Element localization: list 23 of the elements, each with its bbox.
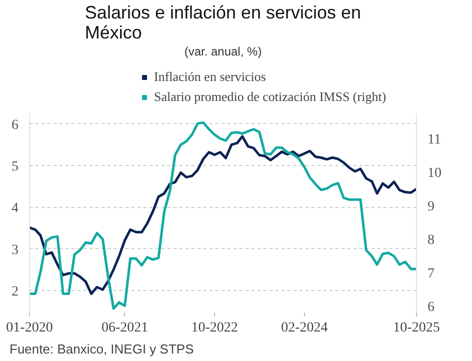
- y2-tick-label: 10: [428, 166, 442, 181]
- x-tick-label: 06-2021: [101, 320, 148, 336]
- y2-tick-label: 7: [428, 266, 434, 282]
- y2-tick-label: 6: [428, 300, 434, 315]
- y2-tick-label: 9: [428, 199, 434, 214]
- y2-tick-label: 11: [428, 132, 441, 148]
- y-tick-label: 6: [12, 118, 18, 133]
- x-tick-label: 10-2025: [393, 320, 440, 336]
- chart-title: Salarios e inflación en servicios en México: [84, 2, 362, 42]
- line-series: [30, 121, 416, 310]
- legend-label: Inflación en servicios: [154, 69, 266, 85]
- line-series: [30, 135, 416, 296]
- legend-label: Salario promedio de cotización IMSS (right): [154, 89, 386, 105]
- y-tick-label: 2: [12, 284, 18, 300]
- y-tick-label: 5: [12, 160, 18, 175]
- source-note: Fuente: Banxico, INEGI y STPS: [10, 342, 194, 356]
- x-tick-label: 10-2022: [191, 320, 238, 336]
- y-tick-label: 3: [12, 242, 18, 258]
- chart-subtitle: (var. anual, %): [184, 44, 262, 58]
- x-tick-label: 01-2020: [6, 320, 53, 336]
- y2-tick-label: 8: [428, 232, 434, 248]
- x-tick-label: 02-2024: [281, 320, 328, 336]
- y-tick-label: 4: [12, 201, 18, 216]
